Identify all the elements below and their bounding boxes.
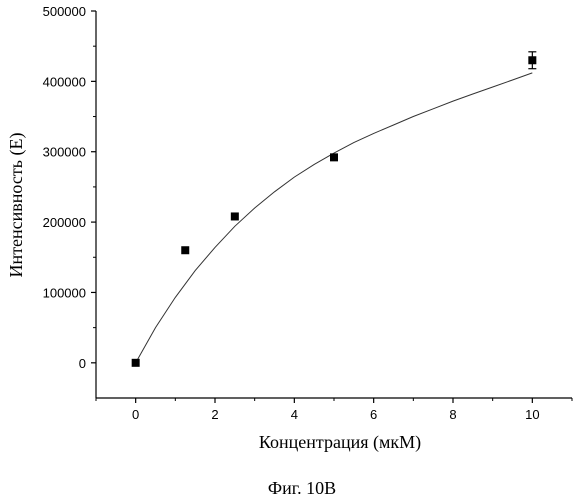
y-axis-title: Интенсивность (E) [6,133,27,278]
figure-caption: Фиг. 10B [268,478,336,498]
fit-curve [136,73,533,363]
x-tick-label: 4 [291,407,298,422]
y-tick-label: 0 [79,356,86,371]
plot-frame [96,11,572,398]
data-point [330,153,338,161]
x-ticks: 0 2 4 6 8 10 [96,398,572,422]
y-ticks: 0 100000 200000 300000 400000 500000 [43,4,96,371]
fit-layer [136,73,533,363]
x-tick-label: 8 [449,407,456,422]
x-tick-label: 0 [132,407,139,422]
data-point [231,212,239,220]
data-point [181,246,189,254]
x-tick-label: 10 [525,407,539,422]
points-layer [132,52,537,367]
y-tick-label: 500000 [43,4,86,19]
data-point [528,56,536,64]
y-tick-label: 200000 [43,215,86,230]
y-tick-label: 400000 [43,74,86,89]
y-tick-label: 300000 [43,145,86,160]
data-point [132,359,140,367]
x-tick-label: 2 [211,407,218,422]
x-tick-label: 6 [370,407,377,422]
x-axis-title: Концентрация (мкМ) [259,432,421,453]
y-tick-label: 100000 [43,285,86,300]
